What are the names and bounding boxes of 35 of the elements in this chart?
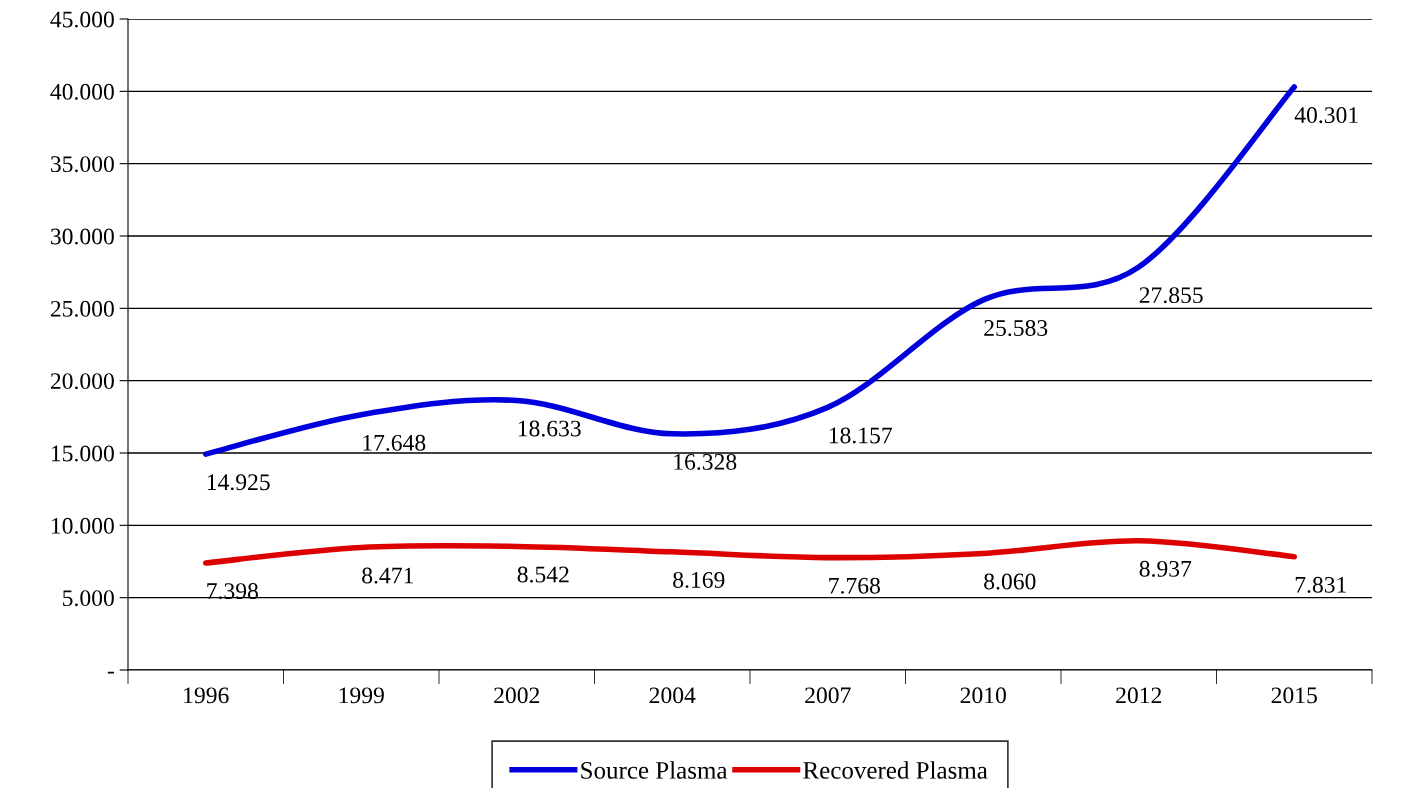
- data-label: 8.542: [517, 566, 569, 583]
- y-tick-label: 25.000: [50, 300, 114, 317]
- data-label: 25.583: [984, 320, 1048, 337]
- y-tick-label: 20.000: [50, 373, 114, 390]
- data-label: 7.768: [829, 577, 880, 594]
- data-label: 27.855: [1139, 287, 1203, 304]
- x-tick-label: 1996: [184, 687, 229, 704]
- y-tick-label: -: [107, 671, 114, 674]
- x-tick-label: 2004: [649, 687, 696, 704]
- data-label: 8.471: [362, 567, 413, 584]
- x-tick-label: 2010: [960, 687, 1006, 704]
- data-label: 7.831: [1295, 576, 1346, 593]
- x-tick-label: 2002: [494, 687, 540, 704]
- data-label: 18.633: [518, 420, 581, 437]
- y-tick-label: 5.000: [63, 590, 114, 607]
- legend-label: Recovered Plasma: [803, 761, 988, 779]
- data-label: 14.925: [207, 474, 270, 491]
- y-tick-label: 45.000: [50, 11, 114, 28]
- data-label: 8.169: [673, 571, 725, 588]
- x-tick-label: 2015: [1271, 687, 1317, 704]
- x-tick-label: 2012: [1116, 687, 1162, 704]
- y-tick-label: 35.000: [51, 156, 114, 173]
- data-label: 17.648: [363, 434, 426, 451]
- y-tick-label: 40.000: [50, 83, 114, 100]
- data-label: 8.060: [984, 573, 1036, 590]
- x-tick-label: 1999: [339, 687, 384, 704]
- legend-label: Source Plasma: [581, 761, 728, 779]
- y-tick-label: 30.000: [51, 228, 114, 245]
- data-label: 18.157: [829, 427, 892, 444]
- data-label: 8.937: [1139, 560, 1192, 577]
- data-label: 40.301: [1294, 107, 1358, 124]
- data-label: 16.328: [674, 453, 737, 470]
- x-tick-label: 2007: [805, 687, 851, 704]
- y-tick-label: 15.000: [51, 445, 114, 462]
- y-tick-label: 10.000: [51, 517, 114, 534]
